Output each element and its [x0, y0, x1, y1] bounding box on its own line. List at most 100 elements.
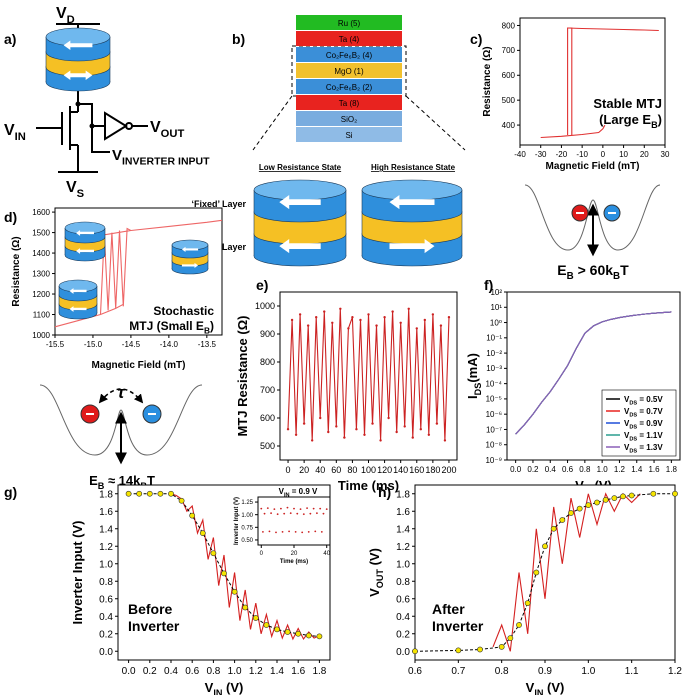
x-tick-label: 1.2 — [614, 465, 626, 474]
point — [331, 321, 334, 324]
y-tick-label: 1.0 — [99, 559, 113, 570]
mtj-icon — [64, 221, 106, 262]
point — [375, 324, 378, 327]
point — [315, 316, 318, 319]
annotation: Stable MTJ — [593, 96, 662, 111]
text-run: D — [67, 14, 75, 26]
y-tick-label: 10⁻⁸ — [486, 441, 503, 450]
y-tick-label: 0.6 — [396, 594, 410, 605]
y-tick-label: 0.2 — [396, 629, 410, 640]
plot-frame — [414, 484, 676, 661]
panel-label: g) — [4, 484, 17, 500]
text-run: DS — [629, 424, 637, 430]
stack-layer — [296, 111, 402, 126]
point — [602, 496, 609, 503]
x-tick-label: 140 — [393, 465, 408, 475]
free-arrow — [279, 239, 321, 254]
text-run: V — [112, 147, 122, 164]
y-tick-label: 1.6 — [99, 507, 113, 518]
point — [286, 428, 290, 431]
label: VINVERTER INPUT — [112, 147, 210, 168]
text-run: = 0.9 V — [290, 487, 318, 496]
y-tick-label: 0.0 — [99, 647, 113, 658]
point — [289, 512, 292, 515]
mtj-icon — [171, 239, 209, 275]
point — [576, 505, 583, 512]
text-run: ≈ 14k — [104, 473, 141, 488]
series-line — [567, 27, 659, 32]
point — [533, 569, 540, 576]
label: VOUT — [150, 119, 184, 140]
point — [125, 490, 132, 497]
point — [168, 490, 174, 497]
text-run: INVERTER INPUT — [122, 156, 210, 168]
y-axis-label: MTJ Resistance (Ω) — [235, 316, 250, 437]
y-tick-label: 0.6 — [99, 594, 113, 605]
x-tick-label: 1.4 — [270, 666, 284, 677]
stack-layer — [296, 15, 402, 30]
text-run: V — [56, 5, 67, 22]
point — [299, 508, 302, 511]
point — [628, 492, 635, 499]
point — [620, 493, 626, 500]
point — [542, 543, 548, 550]
point — [290, 318, 294, 322]
layer-label: Co₂Fe₆B₂ (4) — [326, 51, 373, 60]
point — [611, 495, 618, 502]
text-run: (Large E — [599, 112, 651, 127]
text-run: V — [367, 588, 382, 597]
y-tick-label: 1.25 — [241, 500, 253, 506]
point — [275, 531, 277, 534]
point — [339, 307, 342, 310]
text-run: V — [624, 443, 630, 452]
text-run: = 1.3V — [637, 443, 663, 452]
y-tick-label: 700 — [260, 385, 275, 395]
point — [302, 422, 306, 425]
y-tick-label: 10¹ — [490, 303, 502, 312]
fixed-arrow — [69, 288, 87, 294]
legend-label: VDS = 0.7V — [624, 407, 663, 418]
mtj-icon — [45, 27, 111, 92]
point — [516, 622, 522, 628]
point — [288, 530, 290, 533]
x-tick-label: -15.0 — [84, 340, 103, 349]
y-tick-label: 10⁰ — [490, 318, 502, 327]
text-run: IN — [534, 688, 543, 695]
x-tick-label: 0.8 — [495, 666, 509, 677]
point — [411, 436, 414, 439]
y-tick-label: 600 — [502, 71, 516, 80]
text-run: DS — [629, 400, 637, 406]
annotation: MTJ (Small EB) — [129, 319, 214, 336]
stack-layer — [296, 47, 402, 62]
x-tick-label: 0.8 — [206, 666, 220, 677]
point — [559, 517, 566, 523]
stack-layer — [296, 95, 402, 110]
y-axis-label: Resistance (Ω) — [11, 236, 22, 306]
point — [296, 512, 299, 515]
label: VIN — [4, 122, 26, 143]
text-run: = 1.1V — [637, 431, 663, 440]
point — [347, 327, 350, 330]
text-run: ) — [658, 112, 662, 127]
text-run: MTJ (Small E — [129, 319, 204, 333]
x-tick-label: 200 — [441, 465, 456, 475]
panel-label: f) — [484, 277, 493, 293]
text-run: V — [624, 407, 630, 416]
text-run: I — [465, 395, 480, 399]
x-axis-label: VIN (V) — [205, 680, 244, 695]
point — [355, 428, 358, 431]
x-tick-label: -40 — [514, 150, 526, 159]
point — [284, 629, 291, 635]
y-tick-label: 0.8 — [99, 577, 113, 588]
y-tick-label: 0.75 — [241, 525, 253, 531]
y-tick-label: 1600 — [32, 208, 50, 217]
point — [157, 490, 164, 497]
balls — [80, 204, 621, 424]
x-tick-label: 160 — [409, 465, 424, 475]
legend-label: VDS = 0.5V — [624, 395, 663, 406]
point — [301, 531, 304, 534]
panel-label: b) — [232, 31, 245, 47]
y-tick-label: 10⁻¹ — [486, 334, 502, 343]
point — [359, 318, 362, 322]
text-run: V — [624, 419, 630, 428]
